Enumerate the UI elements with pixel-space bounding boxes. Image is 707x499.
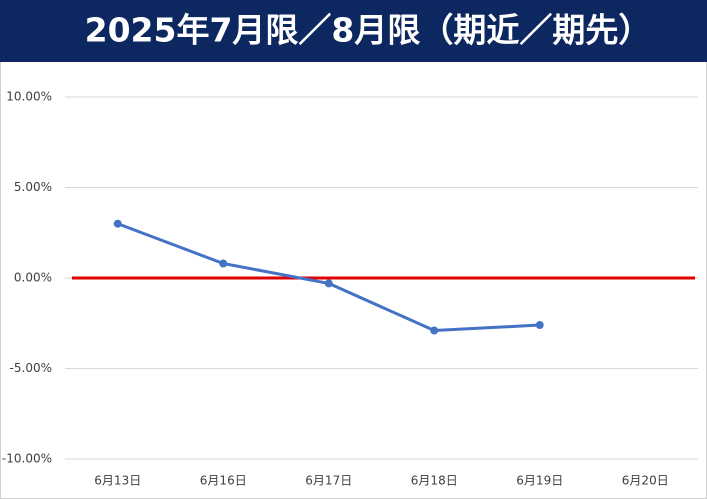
x-tick-label: 6月20日 bbox=[622, 474, 669, 488]
x-tick-label: 6月19日 bbox=[516, 474, 563, 488]
chart-title: 2025年7月限／8月限（期近／期先） bbox=[85, 11, 652, 50]
data-point bbox=[535, 321, 544, 330]
x-tick-label: 6月16日 bbox=[200, 474, 247, 488]
data-point bbox=[324, 279, 333, 288]
data-point bbox=[430, 326, 439, 335]
y-tick-label: -5.00% bbox=[10, 361, 52, 375]
x-tick-label: 6月18日 bbox=[411, 474, 458, 488]
data-point bbox=[113, 219, 122, 228]
y-tick-label: -10.00% bbox=[2, 452, 52, 466]
data-point bbox=[219, 259, 228, 268]
x-tick-label: 6月13日 bbox=[94, 474, 141, 488]
title-banner bbox=[0, 0, 707, 62]
y-tick-label: 10.00% bbox=[6, 90, 52, 104]
y-tick-label: 0.00% bbox=[14, 271, 52, 285]
x-tick-label: 6月17日 bbox=[305, 474, 352, 488]
y-tick-label: 5.00% bbox=[14, 180, 52, 194]
